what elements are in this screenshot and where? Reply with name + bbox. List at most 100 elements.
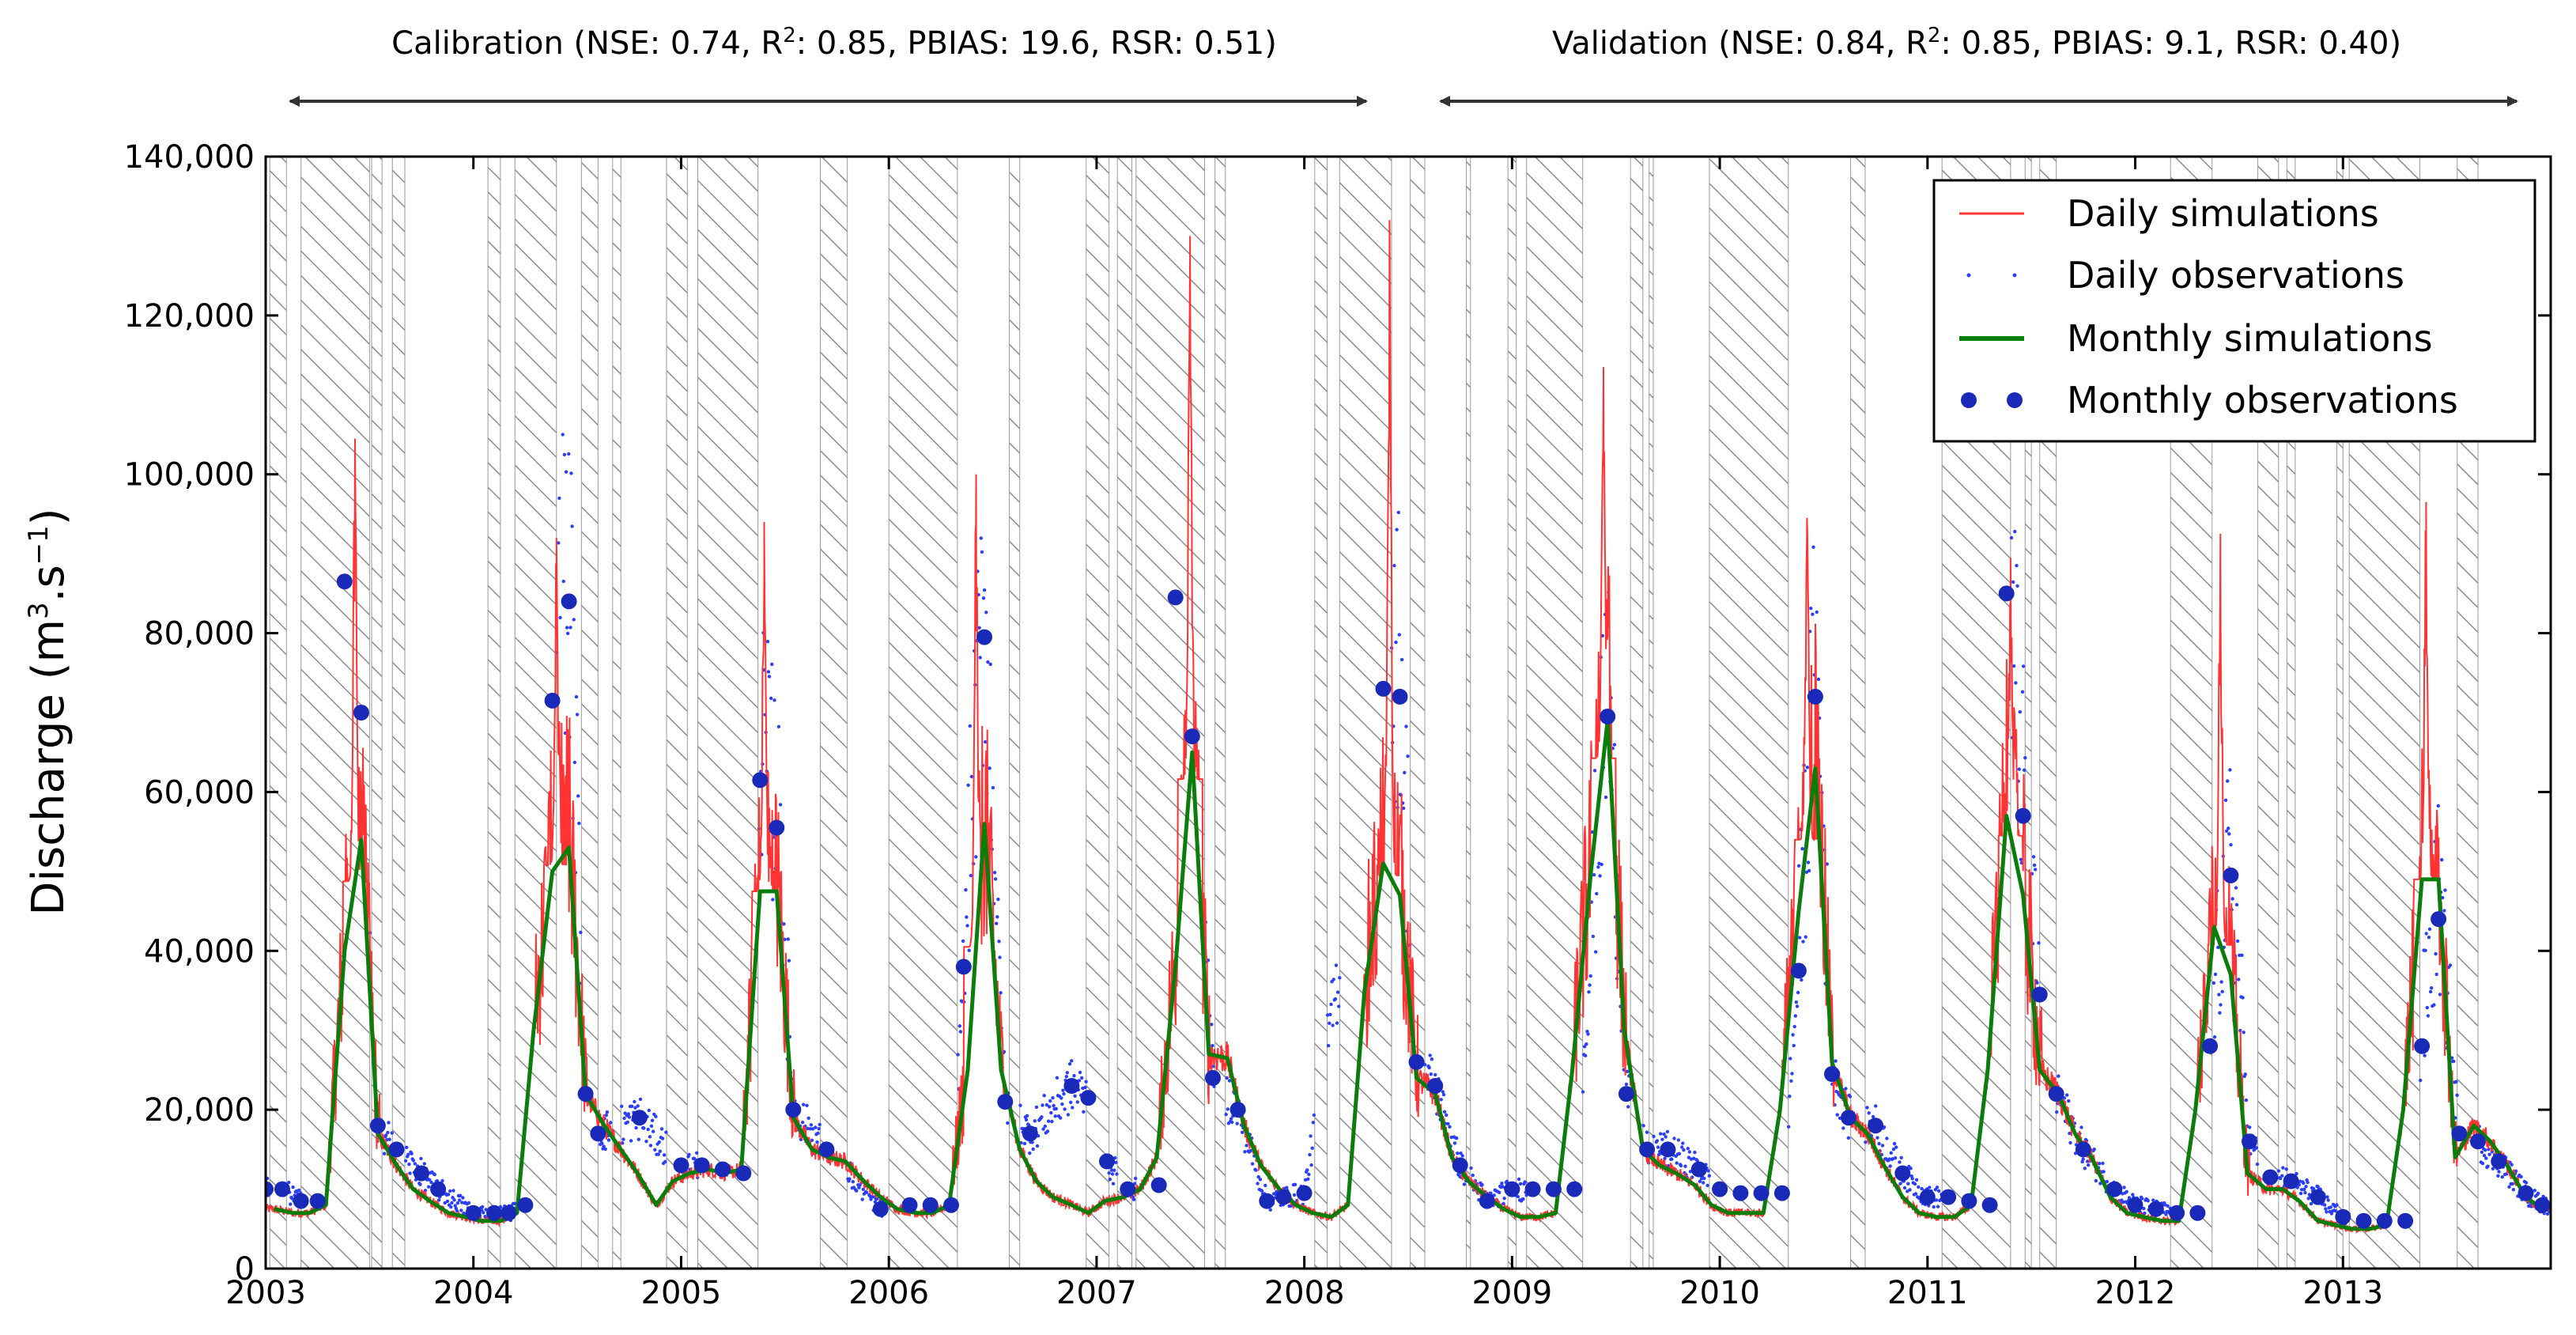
daily-observation-point	[1455, 1136, 1459, 1140]
daily-observation-point	[2228, 768, 2232, 772]
daily-observation-point	[2244, 1098, 2249, 1102]
daily-observation-point	[2491, 1167, 2495, 1171]
daily-observation-point	[1898, 1182, 1902, 1186]
daily-observation-point	[1811, 612, 1815, 616]
daily-observation-point	[1906, 1189, 1909, 1193]
daily-observation-point	[633, 1099, 636, 1104]
monthly-observation-point	[785, 1102, 802, 1118]
daily-observation-point	[2436, 804, 2440, 808]
daily-observation-point	[969, 774, 974, 779]
monthly-observation-point	[353, 705, 369, 720]
monthly-observation-point	[1981, 1197, 1998, 1213]
daily-observation-point	[995, 915, 999, 919]
daily-observation-point	[2427, 927, 2432, 932]
x-tick-label: 2006	[848, 1275, 929, 1311]
daily-observation-point	[2511, 1188, 2516, 1192]
daily-observation-point	[2303, 1190, 2307, 1195]
daily-observation-point	[1048, 1099, 1052, 1103]
daily-observation-point	[621, 1137, 625, 1141]
x-tick-label: 2011	[1887, 1275, 1968, 1311]
monthly-observation-point	[274, 1181, 290, 1197]
daily-observation-point	[1066, 1113, 1071, 1117]
daily-observation-point	[1448, 1125, 1452, 1129]
daily-observation-point	[446, 1193, 451, 1197]
daily-observation-point	[2514, 1169, 2518, 1174]
daily-observation-point	[1587, 990, 1591, 994]
daily-observation-point	[1586, 1032, 1590, 1036]
monthly-observation-point	[1099, 1153, 1115, 1170]
daily-observation-point	[1686, 1155, 1691, 1159]
daily-observation-point	[1815, 610, 1819, 615]
daily-observation-point	[291, 1185, 295, 1189]
daily-observation-point	[991, 785, 995, 790]
daily-observation-point	[984, 611, 988, 615]
daily-observation-point	[647, 1108, 651, 1113]
daily-observation-point	[2012, 664, 2016, 668]
daily-observation-point	[2065, 1093, 2069, 1097]
daily-observation-point	[1885, 1136, 1889, 1140]
daily-observation-point	[1044, 1102, 1049, 1107]
daily-observation-point	[656, 1152, 660, 1156]
monthly-observation-point	[2431, 911, 2447, 928]
monthly-observation-point	[2223, 867, 2239, 883]
daily-observation-point	[457, 1198, 462, 1202]
daily-observation-point	[411, 1159, 415, 1163]
monthly-observation-point	[1894, 1165, 1911, 1182]
calibration-label: Calibration (NSE: 0.74, R2: 0.85, PBIAS:…	[391, 24, 1277, 62]
monthly-observation-point	[1773, 1185, 1790, 1201]
hatched-band-11	[888, 157, 958, 1269]
monthly-simulations-series	[273, 718, 2544, 1231]
daily-observation-point	[2441, 895, 2445, 900]
daily-observation-point	[1433, 1072, 1437, 1077]
daily-observation-point	[408, 1171, 412, 1175]
daily-observation-point	[1935, 1186, 1940, 1189]
daily-observation-point	[1792, 1043, 1796, 1048]
daily-observation-point	[1887, 1157, 1891, 1161]
daily-observation-point	[1877, 1141, 1881, 1146]
daily-observation-point	[1329, 1002, 1333, 1007]
daily-observation-point	[1110, 1172, 1115, 1176]
daily-observation-point	[997, 940, 1001, 944]
daily-observation-point	[602, 1144, 606, 1148]
daily-observation-point	[2510, 1163, 2514, 1167]
daily-observation-point	[460, 1201, 464, 1205]
daily-observation-point	[650, 1118, 655, 1122]
daily-observation-point	[2510, 1182, 2514, 1186]
daily-observation-point	[772, 698, 776, 702]
daily-observation-point	[1045, 1129, 1050, 1133]
daily-observation-point	[2092, 1148, 2096, 1152]
daily-observation-point	[1328, 1012, 1332, 1017]
daily-observation-point	[1077, 1079, 1082, 1083]
daily-observation-point	[1062, 1092, 1066, 1096]
daily-observation-point	[1936, 1205, 1940, 1208]
daily-observation-point	[978, 656, 982, 660]
daily-observation-point	[1248, 1148, 1253, 1153]
daily-observation-point	[636, 1137, 640, 1141]
daily-observation-point	[2278, 1176, 2283, 1181]
daily-observation-point	[1471, 1173, 1475, 1178]
daily-observation-point	[1043, 1124, 1048, 1129]
monthly-observation-point	[1732, 1185, 1749, 1201]
daily-observation-point	[557, 541, 561, 545]
daily-observation-point	[1793, 1014, 1797, 1018]
daily-observation-point	[1022, 1141, 1027, 1146]
daily-observation-point	[606, 1138, 611, 1142]
daily-observation-point	[1908, 1188, 1912, 1192]
daily-observation-point	[870, 1195, 874, 1199]
daily-observation-point	[1677, 1152, 1682, 1156]
monthly-observation-point	[976, 629, 992, 645]
daily-observation-point	[766, 670, 771, 674]
daily-observation-point	[2234, 886, 2238, 890]
daily-observation-point	[1397, 633, 1402, 637]
monthly-observation-point	[1868, 1118, 1884, 1134]
daily-observation-point	[1588, 983, 1592, 987]
daily-observation-point	[2309, 1201, 2313, 1206]
daily-observation-point	[1705, 1183, 1709, 1188]
daily-observation-point	[1439, 1098, 1443, 1102]
daily-observation-point	[1268, 1208, 1273, 1212]
axes: 0 20,000 40,000 60,000 80,000 100,000 120,000 1…	[124, 139, 2551, 1311]
daily-observation-point	[2230, 897, 2234, 901]
y-tick-label: 100,000	[124, 457, 255, 494]
daily-observation-point	[1934, 1198, 1939, 1202]
